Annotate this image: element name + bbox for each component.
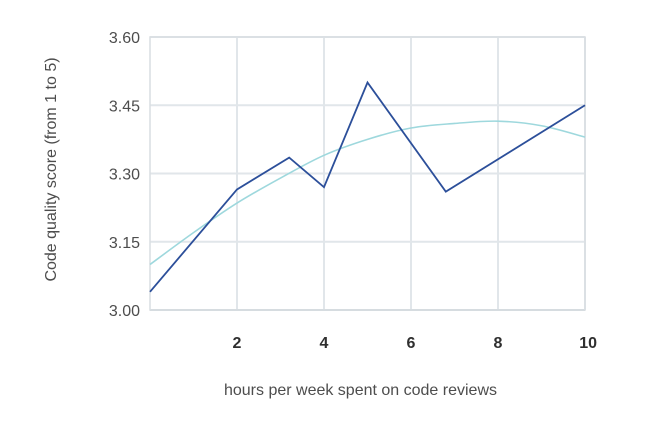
x-tick-label: 4	[320, 335, 329, 352]
x-axis-ticks: 2 4 6 8 10	[233, 335, 598, 352]
y-tick-label: 3.00	[109, 303, 140, 320]
trend-line	[149, 120, 586, 266]
y-tick-label: 3.45	[109, 98, 140, 115]
series-lines	[149, 80, 586, 293]
y-tick-label: 3.30	[109, 167, 140, 184]
data-line	[149, 80, 586, 293]
x-tick-label: 10	[579, 335, 597, 352]
plot-frame	[149, 36, 586, 311]
y-axis-label: Code quality score (from 1 to 5)	[43, 57, 60, 281]
x-tick-label: 8	[494, 335, 503, 352]
x-tick-label: 6	[407, 335, 416, 352]
y-tick-label: 3.15	[109, 235, 140, 252]
y-tick-label: 3.60	[109, 30, 140, 47]
y-axis-ticks: 3.00 3.15 3.30 3.45 3.60	[109, 30, 140, 320]
x-axis-label: hours per week spent on code reviews	[224, 382, 497, 399]
x-tick-label: 2	[233, 335, 242, 352]
grid-lines	[150, 36, 586, 311]
